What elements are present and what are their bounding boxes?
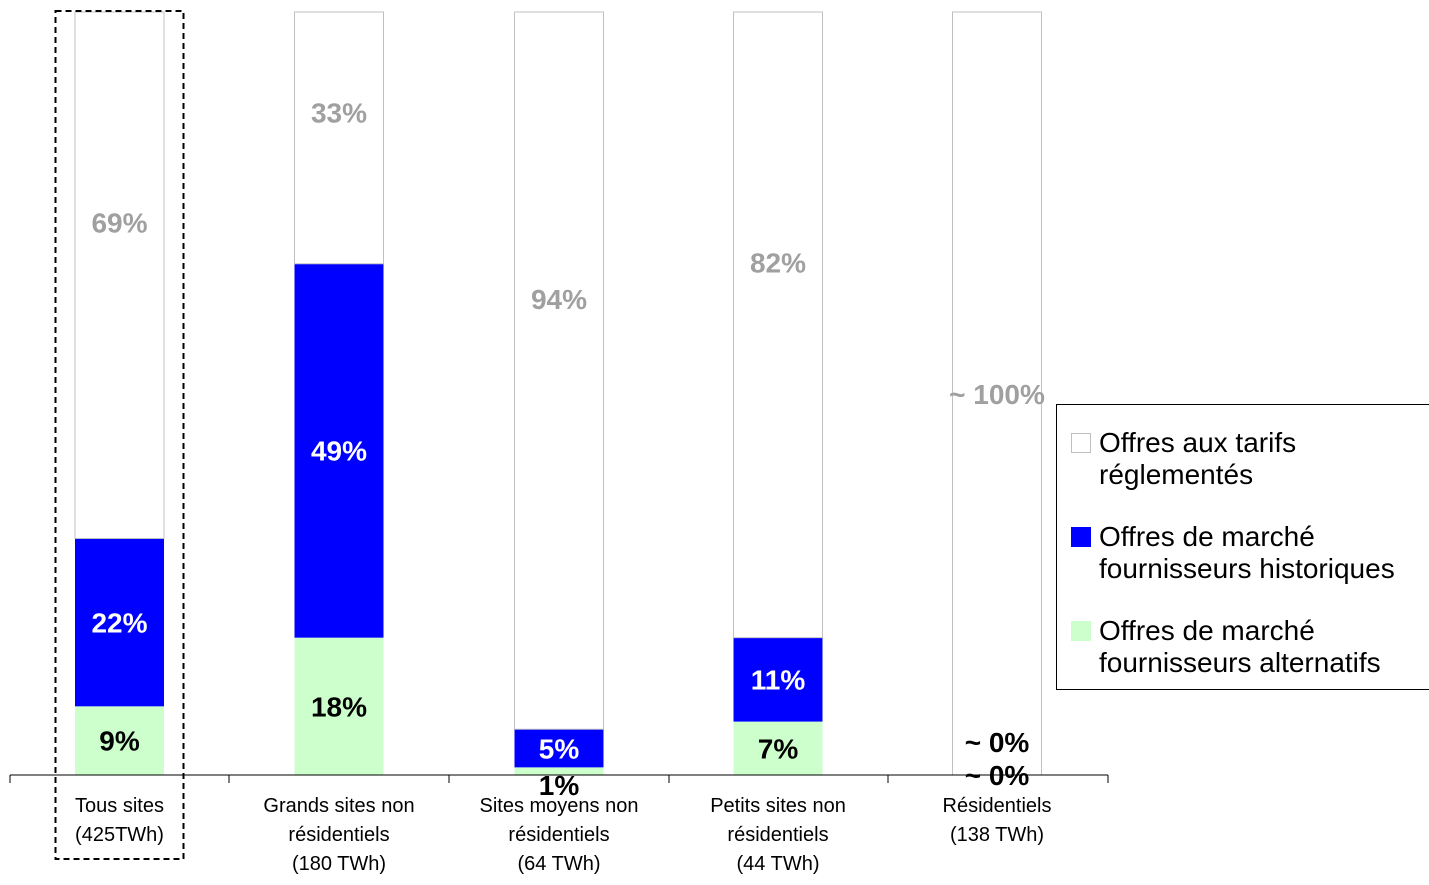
bar-segment bbox=[75, 706, 164, 775]
x-tick-label: (64 TWh) bbox=[518, 853, 601, 875]
bar-segment bbox=[514, 767, 604, 775]
bar-segment bbox=[733, 637, 823, 722]
bar-segment bbox=[952, 11, 1042, 776]
data-label: 18% bbox=[311, 691, 367, 722]
x-tick-label: Petits sites non bbox=[710, 795, 846, 817]
x-tick-label: Sites moyens non bbox=[480, 795, 639, 817]
bar-segment bbox=[514, 11, 604, 730]
data-label: 33% bbox=[311, 98, 367, 129]
legend-swatch bbox=[1071, 433, 1091, 453]
x-tick-label: (425TWh) bbox=[75, 824, 164, 846]
x-tick-label: Résidentiels bbox=[943, 795, 1052, 817]
bar-segment bbox=[733, 721, 823, 775]
data-label: ~ 0% bbox=[965, 760, 1030, 791]
data-label: 11% bbox=[751, 665, 806, 696]
data-label: 1% bbox=[539, 770, 580, 801]
legend-label: Offres de marché fournisseurs alternatif… bbox=[1099, 615, 1381, 678]
data-label: ~ 0% bbox=[965, 727, 1030, 758]
x-tick-label: résidentiels bbox=[288, 824, 389, 846]
data-label: 82% bbox=[750, 247, 806, 278]
x-tick-label: résidentiels bbox=[727, 824, 828, 846]
x-tick-label: Tous sites bbox=[75, 795, 164, 817]
data-labels-layer: 9% 22% 69% 18% 49% 33% 1% 5% 94% 7% 11% 82% ~ 0%~ 0%… bbox=[91, 98, 1044, 801]
x-tick-label: (180 TWh) bbox=[292, 853, 386, 875]
bar-segment bbox=[294, 11, 384, 265]
bars-layer bbox=[74, 11, 1042, 776]
data-label: 5% bbox=[539, 733, 580, 764]
legend-label: Offres aux tarifs réglementés bbox=[1099, 427, 1297, 490]
bar-segment bbox=[294, 263, 384, 638]
data-label: 49% bbox=[311, 436, 367, 467]
x-tick-label: (44 TWh) bbox=[737, 853, 820, 875]
legend: Offres aux tarifs réglementés Offres de m… bbox=[1056, 404, 1429, 690]
x-tick-label: (138 TWh) bbox=[950, 824, 1044, 846]
legend-swatch bbox=[1071, 621, 1091, 641]
data-label: ~ 100% bbox=[949, 379, 1045, 410]
x-tick-label: résidentiels bbox=[508, 824, 609, 846]
data-label: 69% bbox=[91, 208, 147, 239]
legend-swatch bbox=[1071, 527, 1091, 547]
highlight-box bbox=[54, 10, 185, 860]
bar-segment bbox=[74, 11, 165, 539]
data-label: 7% bbox=[758, 733, 799, 764]
x-axis bbox=[9, 774, 1109, 783]
data-label: 94% bbox=[531, 284, 587, 315]
bar-segment bbox=[514, 729, 604, 768]
legend-label: Offres de marché fournisseurs historique… bbox=[1099, 521, 1395, 584]
bar-segment bbox=[294, 637, 384, 775]
bar-segment bbox=[733, 11, 823, 639]
bar-segment bbox=[75, 538, 164, 707]
category-labels-layer: Tous sites (425TWh) Grands sites non réside… bbox=[75, 795, 1051, 875]
x-tick-label: Grands sites non bbox=[263, 795, 414, 817]
data-label: 9% bbox=[99, 726, 140, 757]
data-label: 22% bbox=[91, 607, 147, 638]
